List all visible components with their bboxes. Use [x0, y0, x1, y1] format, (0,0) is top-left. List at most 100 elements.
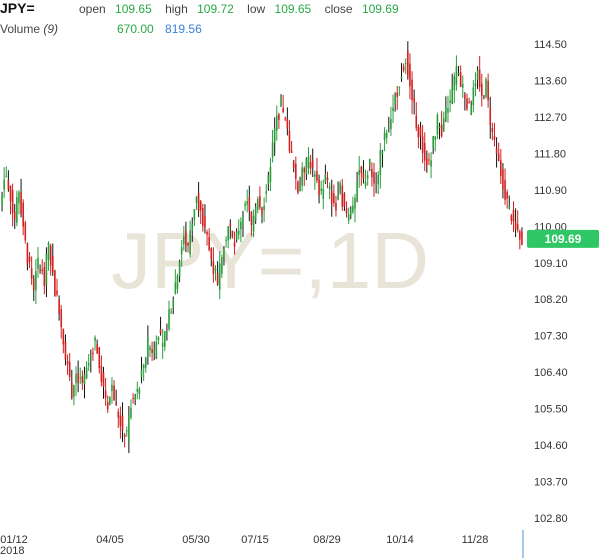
- candle-body: [385, 132, 388, 138]
- candle-body: [388, 127, 390, 129]
- candle-body: [322, 188, 325, 199]
- candle-body: [68, 362, 71, 378]
- candle-body: [49, 245, 52, 266]
- candle-body: [58, 299, 60, 314]
- candle-body: [297, 181, 299, 193]
- candle-body: [229, 223, 232, 227]
- candle-body: [292, 161, 295, 168]
- close-value: 109.69: [361, 2, 399, 16]
- candle-body: [284, 118, 287, 120]
- candle-body: [491, 128, 494, 133]
- volume-value-2: 819.56: [165, 22, 202, 36]
- volume-value-1: 670.00: [117, 22, 154, 36]
- candle-body: [362, 173, 365, 179]
- candle-body: [191, 223, 194, 232]
- candle-body: [117, 411, 120, 418]
- volume-period: (9): [43, 22, 59, 36]
- candle-body: [358, 169, 361, 175]
- candle-body: [303, 168, 306, 173]
- candle-body: [83, 374, 86, 385]
- low-value: 109.65: [274, 2, 312, 16]
- candle-body: [396, 92, 399, 97]
- candle-body: [453, 76, 456, 91]
- candle-body: [7, 179, 10, 190]
- candle-body: [379, 150, 382, 176]
- x-tick-label: 10/14: [386, 534, 414, 546]
- candle-body: [47, 242, 50, 260]
- candle-body: [516, 224, 519, 230]
- high-label: high: [165, 2, 188, 16]
- candle-body: [305, 158, 308, 175]
- candle-body: [390, 118, 392, 130]
- candle-body: [373, 172, 375, 184]
- candle-body: [208, 237, 210, 251]
- candle-body: [252, 215, 255, 232]
- y-tick-label: 111.80: [534, 148, 566, 160]
- y-tick-label: 105.50: [534, 404, 568, 416]
- candle-body: [371, 169, 373, 178]
- candle-body: [115, 401, 117, 406]
- candle-body: [263, 205, 265, 210]
- candle-body: [337, 194, 339, 200]
- candle-body: [269, 166, 272, 182]
- volume-label: Volume: [0, 22, 41, 36]
- candle-body: [185, 230, 187, 246]
- y-tick-label: 107.30: [534, 331, 568, 343]
- candle-body: [60, 309, 63, 328]
- candle-body: [434, 136, 437, 140]
- candle-body: [119, 415, 122, 426]
- candle-body: [314, 174, 316, 177]
- y-tick-label: 110.90: [534, 185, 567, 197]
- candle-body: [221, 257, 223, 274]
- candle-body: [377, 174, 380, 185]
- candle-body: [64, 341, 67, 360]
- candle-body: [85, 367, 88, 379]
- candle-body: [30, 268, 33, 279]
- candle-body: [341, 185, 344, 207]
- candle-body: [411, 79, 413, 101]
- candle-body: [339, 183, 341, 194]
- candle-body: [100, 365, 103, 383]
- candle-body: [265, 191, 268, 194]
- candle-body: [267, 175, 270, 185]
- candle-body: [480, 83, 483, 96]
- candle-body: [166, 332, 168, 336]
- x-tick-label: 04/05: [96, 534, 124, 546]
- candle-body: [121, 415, 124, 431]
- candle-body: [409, 63, 411, 87]
- candle-body: [423, 142, 426, 161]
- candle-body: [328, 186, 331, 189]
- candle-body: [144, 357, 147, 368]
- candle-body: [134, 395, 136, 400]
- candle-body: [497, 153, 500, 162]
- candle-body: [237, 230, 240, 235]
- candle-body: [419, 126, 422, 138]
- x-tick-label: 07/15: [241, 534, 269, 546]
- candle-body: [132, 398, 134, 400]
- candle-body: [352, 205, 354, 212]
- candle-body: [79, 377, 82, 379]
- last-price-value: 109.69: [545, 232, 582, 246]
- candle-body: [43, 267, 46, 286]
- candle-body: [130, 407, 132, 418]
- candle-body: [413, 97, 415, 103]
- candle-body: [259, 196, 261, 208]
- candle-body: [187, 243, 189, 246]
- candle-body: [109, 396, 111, 405]
- candle-body: [449, 100, 451, 103]
- candle-body: [163, 331, 166, 347]
- candle-body: [41, 269, 44, 271]
- candle-body: [398, 86, 401, 88]
- candle-body: [32, 278, 35, 291]
- candle-body: [451, 84, 454, 103]
- candle-body: [248, 197, 251, 211]
- candle-body: [407, 50, 409, 77]
- candle-body: [235, 231, 238, 240]
- candle-body: [428, 159, 430, 161]
- candle-body: [472, 87, 475, 106]
- close-label: close: [324, 2, 353, 16]
- y-tick-label: 113.60: [534, 75, 567, 87]
- candle-body: [506, 191, 508, 199]
- candle-body: [347, 214, 350, 221]
